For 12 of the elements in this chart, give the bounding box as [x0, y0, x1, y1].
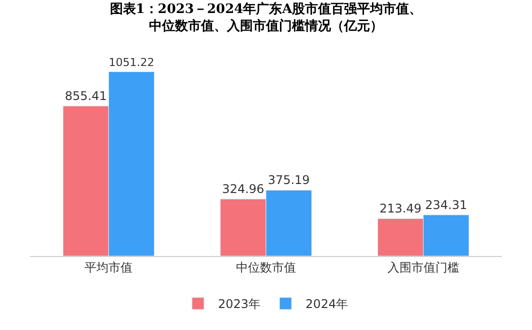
x-tick-label: 中位数市值 [236, 260, 296, 274]
data-label: 375.19 [268, 173, 310, 188]
data-label: 213.49 [380, 202, 422, 216]
legend-label: 2024年 [306, 297, 348, 312]
data-label: 234.31 [425, 198, 468, 212]
chart-title: 图表1：2023－2024年广东A股市值百强平均市值、中位数市值、入围市值门槛情况（亿元） [110, 1, 422, 34]
legend-label: 2023年 [218, 297, 261, 312]
x-tick-label: 入围市值门槛 [387, 260, 460, 274]
data-label: 324.96 [222, 182, 264, 196]
x-tick-label: 平均市值 [84, 260, 133, 274]
data-label: 855.41 [64, 89, 107, 104]
data-label: 1051.22 [108, 56, 154, 69]
